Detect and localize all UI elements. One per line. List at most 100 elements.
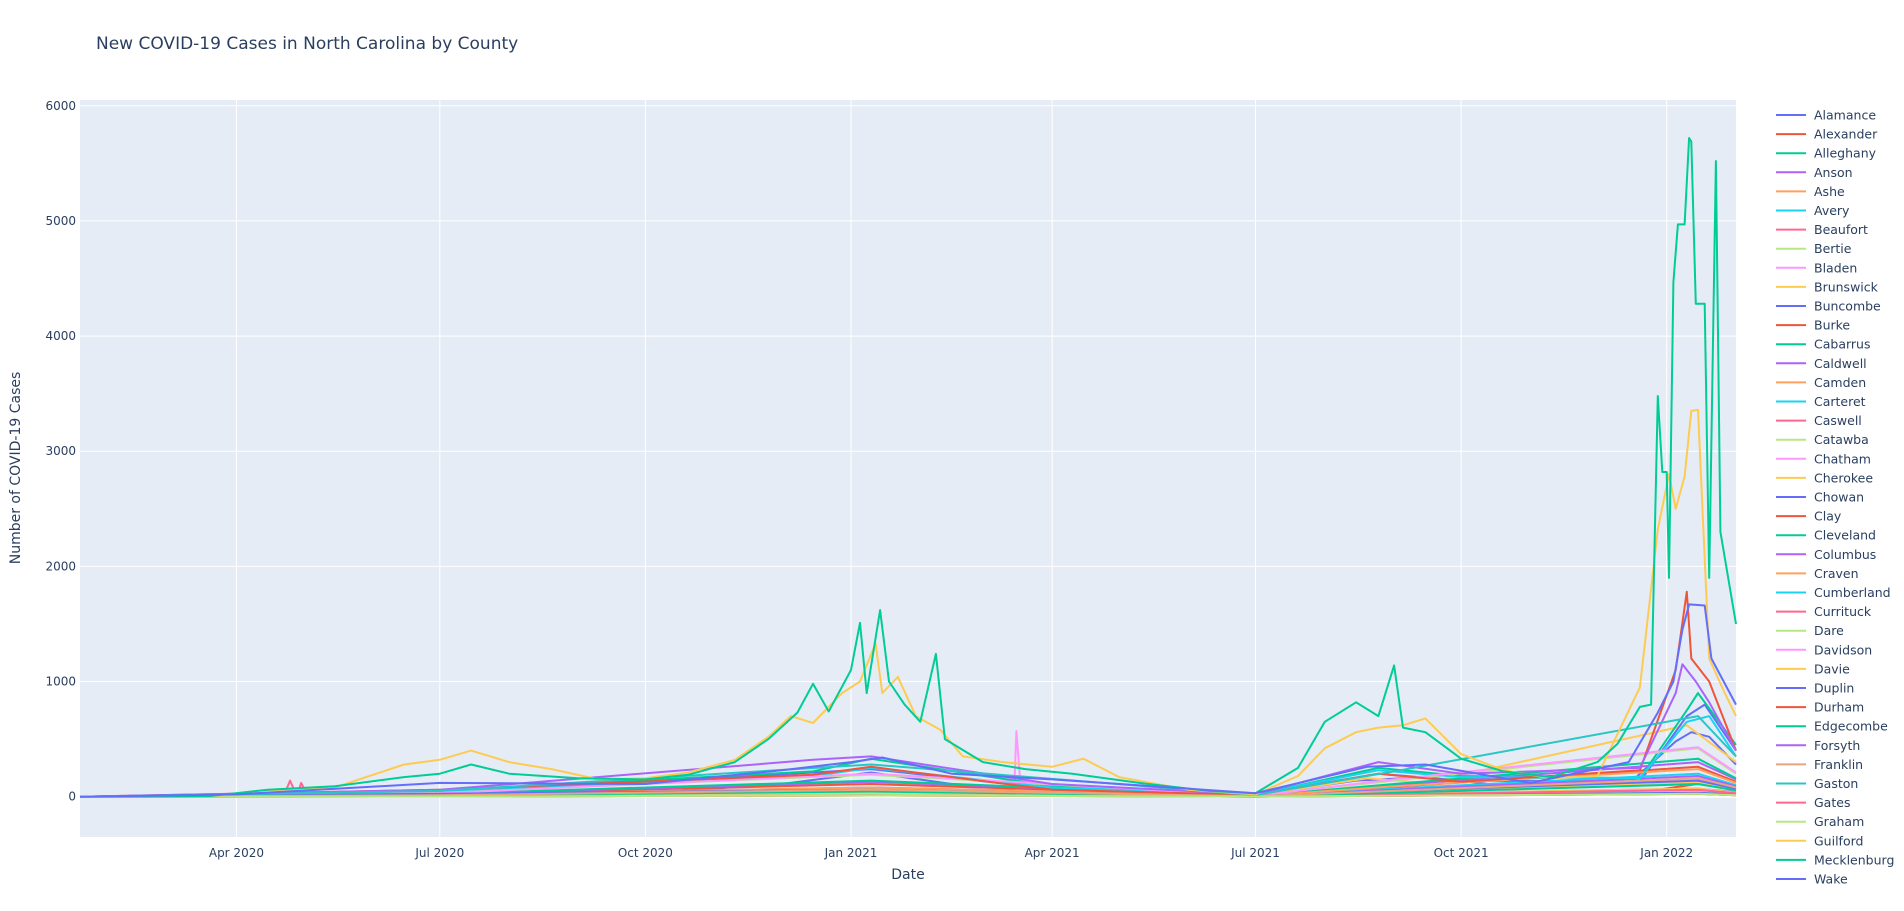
- legend-label: Forsyth: [1814, 738, 1860, 753]
- legend-label: Ashe: [1814, 184, 1845, 199]
- legend-label: Chowan: [1814, 490, 1864, 505]
- legend-item[interactable]: Forsyth: [1776, 738, 1860, 753]
- legend-label: Dare: [1814, 623, 1844, 638]
- legend-item[interactable]: Bertie: [1776, 241, 1852, 256]
- legend-item[interactable]: Catawba: [1776, 432, 1869, 447]
- legend-item[interactable]: Caswell: [1776, 413, 1862, 428]
- legend-label: Caldwell: [1814, 356, 1867, 371]
- legend: Alamance Alexander Alleghany Anson Ashe Avery…: [1776, 108, 1894, 887]
- legend-label: Camden: [1814, 375, 1866, 390]
- legend-item[interactable]: Dare: [1776, 623, 1844, 638]
- plot-area: [80, 100, 1736, 837]
- y-tick-label: 1000: [45, 675, 76, 689]
- legend-item[interactable]: Ashe: [1776, 184, 1845, 199]
- y-tick-label: 6000: [45, 99, 76, 113]
- legend-item[interactable]: Burke: [1776, 318, 1850, 333]
- legend-item[interactable]: Cumberland: [1776, 585, 1891, 600]
- x-tick-label: Jan 2022: [1639, 846, 1693, 860]
- legend-item[interactable]: Duplin: [1776, 681, 1854, 696]
- legend-item[interactable]: Craven: [1776, 566, 1859, 581]
- series-lines: [79, 137, 1737, 798]
- legend-label: Columbus: [1814, 547, 1876, 562]
- legend-label: Cumberland: [1814, 585, 1891, 600]
- y-tick-label: 3000: [45, 444, 76, 458]
- legend-item[interactable]: Beaufort: [1776, 222, 1868, 237]
- chart-title: New COVID-19 Cases in North Carolina by …: [96, 34, 518, 54]
- legend-item[interactable]: Davie: [1776, 661, 1850, 676]
- legend-label: Edgecombe: [1814, 719, 1888, 734]
- legend-item[interactable]: Gaston: [1776, 776, 1858, 791]
- legend-item[interactable]: Buncombe: [1776, 299, 1881, 314]
- legend-item[interactable]: Currituck: [1776, 604, 1872, 619]
- legend-label: Anson: [1814, 165, 1853, 180]
- x-tick-label: Oct 2021: [1434, 846, 1489, 860]
- legend-label: Carteret: [1814, 394, 1866, 409]
- legend-label: Catawba: [1814, 432, 1869, 447]
- legend-item[interactable]: Cabarrus: [1776, 337, 1870, 352]
- legend-item[interactable]: Anson: [1776, 165, 1853, 180]
- legend-label: Davie: [1814, 661, 1850, 676]
- legend-item[interactable]: Cleveland: [1776, 528, 1876, 543]
- legend-item[interactable]: Guilford: [1776, 833, 1863, 848]
- legend-item[interactable]: Edgecombe: [1776, 719, 1888, 734]
- series-line: [79, 603, 1737, 798]
- legend-item[interactable]: Columbus: [1776, 547, 1876, 562]
- legend-item[interactable]: Alexander: [1776, 127, 1878, 142]
- legend-label: Franklin: [1814, 757, 1863, 772]
- legend-item[interactable]: Brunswick: [1776, 279, 1879, 294]
- series-line: [79, 792, 1737, 798]
- legend-label: Durham: [1814, 700, 1864, 715]
- x-tick-label: Apr 2021: [1025, 846, 1080, 860]
- legend-label: Cherokee: [1814, 470, 1873, 485]
- legend-label: Guilford: [1814, 833, 1863, 848]
- legend-label: Caswell: [1814, 413, 1862, 428]
- y-tick-label: 4000: [45, 329, 76, 343]
- legend-item[interactable]: Clay: [1776, 509, 1842, 524]
- legend-item[interactable]: Davidson: [1776, 642, 1872, 657]
- legend-label: Bertie: [1814, 241, 1852, 256]
- legend-label: Burke: [1814, 318, 1850, 333]
- y-tick-label: 2000: [45, 559, 76, 573]
- y-tick-label: 0: [68, 790, 76, 804]
- legend-label: Craven: [1814, 566, 1859, 581]
- legend-label: Duplin: [1814, 681, 1854, 696]
- legend-label: Cabarrus: [1814, 337, 1870, 352]
- legend-label: Alleghany: [1814, 146, 1877, 161]
- legend-item[interactable]: Cherokee: [1776, 470, 1873, 485]
- legend-item[interactable]: Alleghany: [1776, 146, 1877, 161]
- y-axis-title: Number of COVID-19 Cases: [8, 372, 24, 565]
- legend-label: Graham: [1814, 814, 1864, 829]
- legend-item[interactable]: Alamance: [1776, 108, 1876, 123]
- x-tick-label: Jan 2021: [824, 846, 878, 860]
- legend-item[interactable]: Graham: [1776, 814, 1864, 829]
- legend-item[interactable]: Franklin: [1776, 757, 1863, 772]
- legend-label: Buncombe: [1814, 299, 1881, 314]
- legend-item[interactable]: Caldwell: [1776, 356, 1867, 371]
- legend-label: Gaston: [1814, 776, 1858, 791]
- legend-label: Currituck: [1814, 604, 1872, 619]
- x-tick-label: Apr 2020: [209, 846, 264, 860]
- legend-item[interactable]: Camden: [1776, 375, 1866, 390]
- legend-item[interactable]: Avery: [1776, 203, 1850, 218]
- legend-item[interactable]: Chatham: [1776, 451, 1871, 466]
- legend-item[interactable]: Mecklenburg: [1776, 852, 1894, 867]
- legend-label: Mecklenburg: [1814, 852, 1894, 867]
- legend-label: Davidson: [1814, 642, 1872, 657]
- legend-item[interactable]: Durham: [1776, 700, 1864, 715]
- x-tick-label: Oct 2020: [618, 846, 673, 860]
- legend-item[interactable]: Wake: [1776, 872, 1848, 887]
- x-tick-label: Jul 2020: [414, 846, 464, 860]
- legend-item[interactable]: Bladen: [1776, 260, 1857, 275]
- grid-lines: [80, 100, 1736, 837]
- legend-item[interactable]: Gates: [1776, 795, 1850, 810]
- axis-ticks: 0 1000 2000 3000 4000 5000 6000 Apr 2020 Jul 202…: [45, 99, 1693, 860]
- legend-label: Clay: [1814, 509, 1842, 524]
- legend-item[interactable]: Chowan: [1776, 490, 1864, 505]
- series-line: [79, 663, 1737, 798]
- legend-label: Alexander: [1814, 127, 1878, 142]
- legend-item[interactable]: Carteret: [1776, 394, 1866, 409]
- legend-label: Bladen: [1814, 260, 1857, 275]
- legend-label: Beaufort: [1814, 222, 1868, 237]
- y-tick-label: 5000: [45, 214, 76, 228]
